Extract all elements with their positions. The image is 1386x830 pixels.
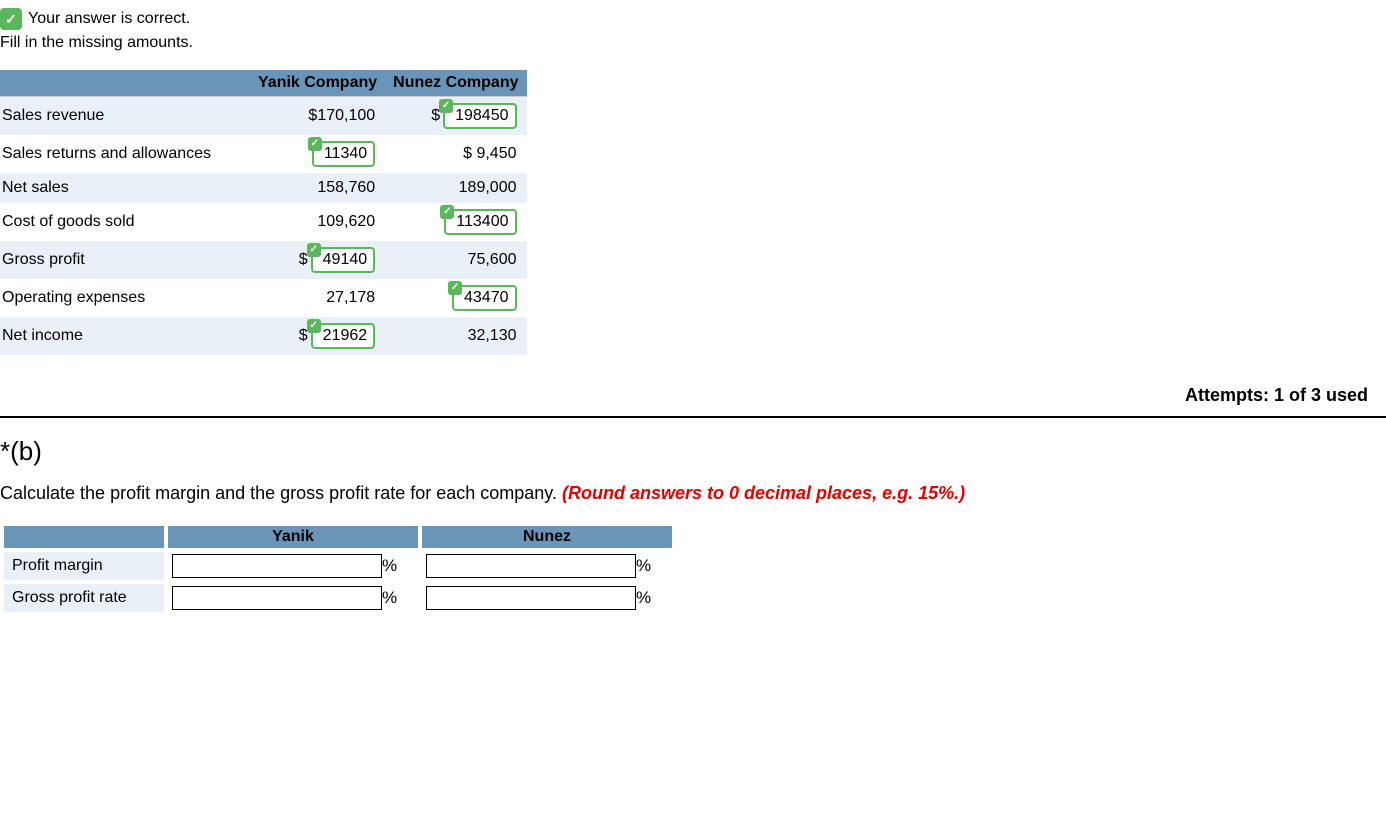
gross-profit-rate-nunez-input[interactable]	[426, 586, 636, 610]
gross-profit-rate-yanik-input[interactable]	[172, 586, 382, 610]
row-label: Operating expenses	[0, 279, 250, 317]
percent-label: %	[636, 556, 651, 575]
cell-yanik-cogs: 109,620	[250, 203, 385, 241]
percent-label: %	[382, 556, 397, 575]
answer-box: ✓11340	[312, 141, 375, 167]
financial-table: Yanik Company Nunez Company Sales revenu…	[0, 70, 527, 355]
row-label: Sales revenue	[0, 97, 250, 136]
profit-margin-yanik-input[interactable]	[172, 554, 382, 578]
calc-header-empty	[4, 526, 164, 548]
table-row: Sales revenue $170,100 $✓198450	[0, 97, 527, 136]
percent-label: %	[382, 588, 397, 607]
cell-yanik-net-income: $✓21962	[250, 317, 385, 355]
cell-nunez-sales-returns: $ 9,450	[385, 135, 526, 173]
answer-box: ✓43470	[452, 285, 517, 311]
percent-label: %	[636, 588, 651, 607]
cell-nunez-op-exp: ✓43470	[385, 279, 526, 317]
cell-yanik-gross-profit: $✓49140	[250, 241, 385, 279]
attempts-text: Attempts: 1 of 3 used	[0, 385, 1368, 406]
instruction-main: Calculate the profit margin and the gros…	[0, 483, 562, 503]
table-row: Profit margin % %	[4, 552, 672, 580]
check-icon: ✓	[448, 281, 462, 295]
cell-nunez-net-income: 32,130	[385, 317, 526, 355]
calc-table: Yanik Nunez Profit margin % % Gross prof…	[0, 522, 676, 616]
table-row: Gross profit $✓49140 75,600	[0, 241, 527, 279]
cell-yanik-sales-revenue: $170,100	[250, 97, 385, 136]
table-header-yanik: Yanik Company	[250, 70, 385, 97]
calc-header-nunez: Nunez	[422, 526, 672, 548]
cell-nunez-gross-profit: 75,600	[385, 241, 526, 279]
part-b-label: *(b)	[0, 436, 1386, 467]
table-row: Cost of goods sold 109,620 ✓113400	[0, 203, 527, 241]
check-icon: ✓	[307, 319, 321, 333]
cell-yanik-profit-margin: %	[168, 552, 418, 580]
check-icon: ✓	[439, 99, 453, 113]
cell-yanik-net-sales: 158,760	[250, 173, 385, 203]
cell-nunez-sales-revenue: $✓198450	[385, 97, 526, 136]
row-label: Profit margin	[4, 552, 164, 580]
part-b-instruction: Calculate the profit margin and the gros…	[0, 483, 1386, 504]
instruction-hint: (Round answers to 0 decimal places, e.g.…	[562, 483, 965, 503]
row-label: Gross profit	[0, 241, 250, 279]
row-label: Gross profit rate	[4, 584, 164, 612]
cell-nunez-cogs: ✓113400	[385, 203, 526, 241]
table-row: Operating expenses 27,178 ✓43470	[0, 279, 527, 317]
answer-box: ✓21962	[311, 323, 376, 349]
answer-box: ✓198450	[443, 103, 516, 129]
row-label: Net sales	[0, 173, 250, 203]
profit-margin-nunez-input[interactable]	[426, 554, 636, 578]
cell-nunez-net-sales: 189,000	[385, 173, 526, 203]
check-icon: ✓	[440, 205, 454, 219]
check-icon: ✓	[307, 243, 321, 257]
cell-nunez-profit-margin: %	[422, 552, 672, 580]
table-row: Net sales 158,760 189,000	[0, 173, 527, 203]
row-label: Sales returns and allowances	[0, 135, 250, 173]
cell-yanik-sales-returns: ✓11340	[250, 135, 385, 173]
divider	[0, 416, 1386, 418]
table-row: Sales returns and allowances ✓11340 $ 9,…	[0, 135, 527, 173]
table-header-empty	[0, 70, 250, 97]
answer-box: ✓49140	[311, 247, 376, 273]
answer-box: ✓113400	[444, 209, 516, 235]
instruction-text: Fill in the missing amounts.	[0, 34, 1386, 52]
table-row: Net income $✓21962 32,130	[0, 317, 527, 355]
row-label: Net income	[0, 317, 250, 355]
status-text: Your answer is correct.	[28, 10, 190, 28]
table-header-nunez: Nunez Company	[385, 70, 526, 97]
status-line: ✓ Your answer is correct.	[0, 8, 1386, 30]
cell-yanik-op-exp: 27,178	[250, 279, 385, 317]
calc-header-yanik: Yanik	[168, 526, 418, 548]
row-label: Cost of goods sold	[0, 203, 250, 241]
check-icon: ✓	[308, 137, 322, 151]
correct-check-icon: ✓	[0, 8, 22, 30]
table-row: Gross profit rate % %	[4, 584, 672, 612]
cell-yanik-gross-profit-rate: %	[168, 584, 418, 612]
cell-nunez-gross-profit-rate: %	[422, 584, 672, 612]
